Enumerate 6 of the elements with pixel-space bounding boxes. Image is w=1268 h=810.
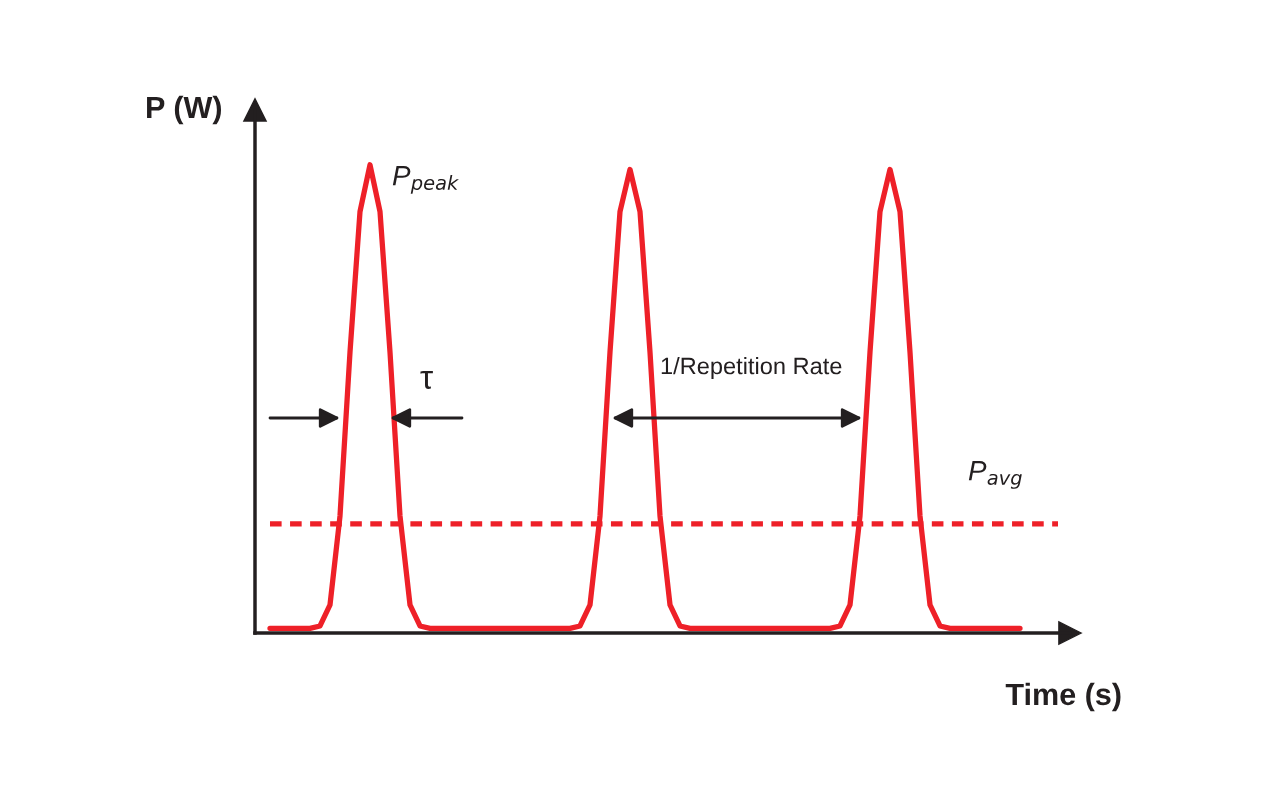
annotation: 1/Repetition Rate bbox=[661, 356, 842, 379]
annotation: τ bbox=[420, 371, 433, 389]
y-axis-title: P (W) bbox=[147, 95, 222, 125]
ref-line-label: P$_{avg}$ bbox=[968, 461, 1022, 489]
annotation: P$_{peak}$ bbox=[392, 166, 459, 194]
x-axis-title: Time (s) bbox=[1005, 682, 1121, 712]
